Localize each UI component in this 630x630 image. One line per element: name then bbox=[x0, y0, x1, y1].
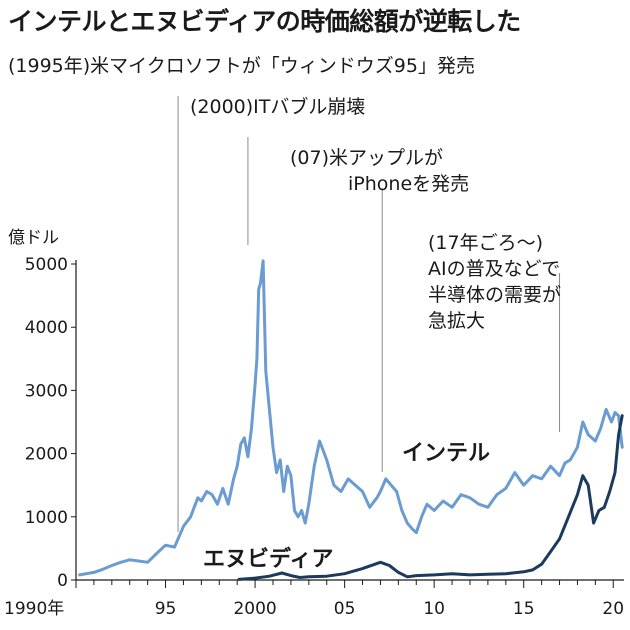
y-tick-label: 2000 bbox=[25, 445, 68, 465]
y-tick-label: 1000 bbox=[25, 508, 68, 528]
y-tick-label: 4000 bbox=[25, 318, 68, 338]
intel-series-label: インテル bbox=[402, 441, 490, 466]
y-axis-label: 億ドル bbox=[8, 228, 59, 248]
annotation-text: AIの普及などで bbox=[428, 258, 560, 280]
annotation-text: (17年ごろ〜) bbox=[428, 232, 543, 254]
annotation-text: iPhoneを発売 bbox=[348, 173, 469, 195]
x-tick-label: 20 bbox=[602, 599, 624, 619]
y-tick-label: 0 bbox=[57, 571, 68, 591]
x-tick-label: 15 bbox=[513, 599, 535, 619]
intel-series-line bbox=[78, 259, 624, 577]
y-tick-label: 5000 bbox=[25, 255, 68, 275]
annotation-text: 半導体の需要が bbox=[428, 284, 561, 306]
x-tick-label: 2000 bbox=[233, 599, 276, 619]
annotation-text: (2000)ITバブル崩壊 bbox=[190, 95, 365, 118]
page-title: インテルとエヌビディアの時価総額が逆転した bbox=[8, 7, 521, 36]
y-tick-label: 3000 bbox=[25, 381, 68, 401]
nvidia-series-line bbox=[237, 414, 624, 581]
annotation-text: 急拡大 bbox=[428, 310, 485, 332]
x-tick-label: 10 bbox=[423, 599, 445, 619]
x-tick-label: 95 bbox=[155, 599, 177, 619]
annotation-text: (1995年)米マイクロソフトが「ウィンドウズ95」発売 bbox=[8, 55, 475, 77]
nvidia-series-label: エヌビディア bbox=[203, 546, 333, 572]
annotation-text: (07)米アップルが bbox=[290, 147, 443, 169]
x-tick-label: 1990年 bbox=[4, 599, 64, 619]
x-tick-label: 05 bbox=[334, 599, 356, 619]
